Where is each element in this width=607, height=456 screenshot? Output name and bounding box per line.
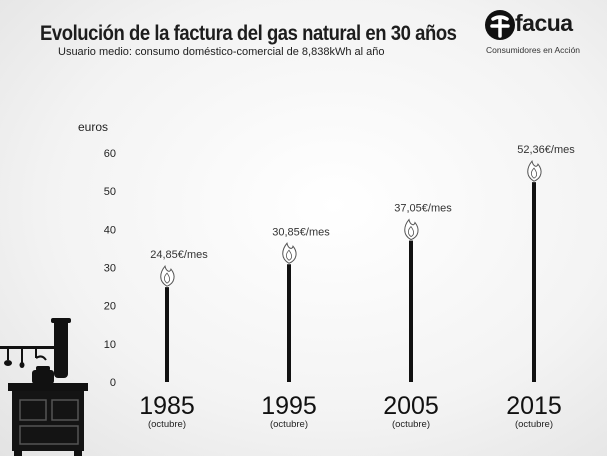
x-tick-sublabel: (octubre): [515, 419, 553, 430]
y-axis: 0 10 20 30 40 50 60: [104, 148, 116, 389]
x-tick-label: 2005: [383, 392, 439, 420]
x-tick-label: 1995: [261, 392, 317, 420]
chart-title: Evolución de la factura del gas natural …: [40, 22, 457, 45]
bar-group: 37,05€/mes 2005(octubre): [383, 203, 452, 430]
y-tick-label: 40: [104, 224, 116, 236]
inner-flame: [163, 272, 171, 284]
y-axis-title: euros: [78, 120, 108, 134]
data-label: 24,85€/mes: [150, 249, 208, 261]
chart-subtitle: Usuario medio: consumo doméstico-comerci…: [58, 46, 385, 58]
bar: [165, 287, 169, 382]
flame-icon: [160, 265, 175, 287]
bar-group: 52,36€/mes 2015(octubre): [506, 144, 575, 430]
x-tick-label: 1985: [139, 392, 195, 420]
facua-logo[interactable]: facua Consumidores en Acción: [484, 6, 596, 64]
y-tick-label: 10: [104, 339, 116, 351]
data-label: 52,36€/mes: [517, 144, 575, 156]
flame-icon: [282, 242, 297, 264]
inner-flame: [530, 167, 538, 179]
stove-illustration: [0, 318, 88, 456]
x-tick-sublabel: (octubre): [148, 419, 186, 430]
data-label: 37,05€/mes: [394, 203, 452, 215]
bar: [409, 240, 413, 382]
bar-group: 24,85€/mes 1985(octubre): [139, 249, 208, 430]
flame-icon: [527, 160, 542, 182]
y-tick-label: 50: [104, 186, 116, 198]
y-tick-label: 20: [104, 301, 116, 313]
flame-icon: [404, 218, 419, 241]
bar-group: 30,85€/mes 1995(octubre): [261, 226, 330, 430]
y-tick-label: 0: [110, 377, 116, 389]
y-tick-label: 30: [104, 263, 116, 275]
y-tick-label: 60: [104, 148, 116, 160]
logo-name: facua: [515, 10, 573, 36]
x-tick-sublabel: (octubre): [270, 419, 308, 430]
facua-logo-icon: [485, 10, 515, 40]
inner-flame: [285, 249, 293, 261]
x-tick-sublabel: (octubre): [392, 419, 430, 430]
bar: [287, 264, 291, 382]
bars-group: 24,85€/mes1985(octubre)30,85€/mes1995(oc…: [139, 144, 575, 430]
inner-flame: [407, 225, 415, 238]
x-tick-label: 2015: [506, 392, 562, 420]
logo-tagline: Consumidores en Acción: [486, 45, 581, 55]
data-label: 30,85€/mes: [272, 226, 330, 238]
bar: [532, 182, 536, 382]
